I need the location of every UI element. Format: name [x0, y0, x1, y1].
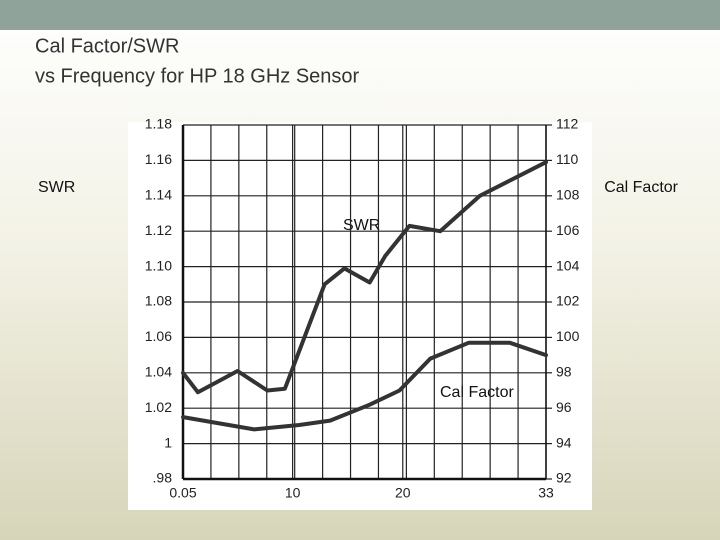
- x-tick-label: 0.05: [169, 485, 196, 501]
- annotation: Cal Factor: [440, 384, 514, 401]
- y-tick-label: 1.04: [145, 364, 172, 380]
- y-tick-label: 1.18: [145, 116, 172, 132]
- y-tick-label: 1.16: [145, 151, 172, 167]
- series-line: [181, 340, 548, 432]
- y-tick-label: 1.08: [145, 293, 172, 309]
- y2-tick-label: 102: [556, 293, 580, 309]
- y2-tick-label: 106: [556, 222, 580, 238]
- y-tick-label: 1.02: [145, 399, 172, 415]
- y2-tick-label: 108: [556, 187, 580, 203]
- y-tick-label: 1.10: [145, 257, 172, 273]
- y2-tick-label: 112: [556, 116, 579, 132]
- plot-image: [128, 122, 592, 510]
- series-line: [181, 160, 548, 395]
- y2-tick-label: 94: [556, 434, 572, 450]
- y2-tick-label: 98: [556, 364, 572, 380]
- annotation: SWR: [343, 217, 380, 234]
- y2-tick-label: 100: [556, 328, 580, 344]
- top-bar: [0, 0, 720, 30]
- y-tick-label: 1.12: [145, 222, 172, 238]
- top-bar-edge: [0, 30, 720, 33]
- chart-subtitle: vs Frequency for HP 18 GHz Sensor: [35, 65, 360, 87]
- y2-tick-label: 110: [556, 151, 579, 167]
- x-tick-label: 10: [285, 485, 301, 501]
- y2-tick-label: 104: [556, 257, 580, 273]
- y2-tick-label: 92: [556, 470, 572, 486]
- y2-tick-label: 96: [556, 399, 572, 415]
- y-tick-label: 1: [164, 434, 172, 450]
- y-tick-label: 1.06: [145, 328, 172, 344]
- y2-axis-label: Cal Factor: [604, 179, 678, 196]
- x-tick-label: 33: [538, 485, 554, 501]
- y-tick-label: 1.14: [145, 187, 172, 203]
- chart-title: Cal Factor/SWR: [35, 35, 179, 57]
- x-tick-label: 20: [395, 485, 411, 501]
- y-axis-label: SWR: [38, 179, 75, 196]
- y-tick-label: .98: [153, 470, 173, 486]
